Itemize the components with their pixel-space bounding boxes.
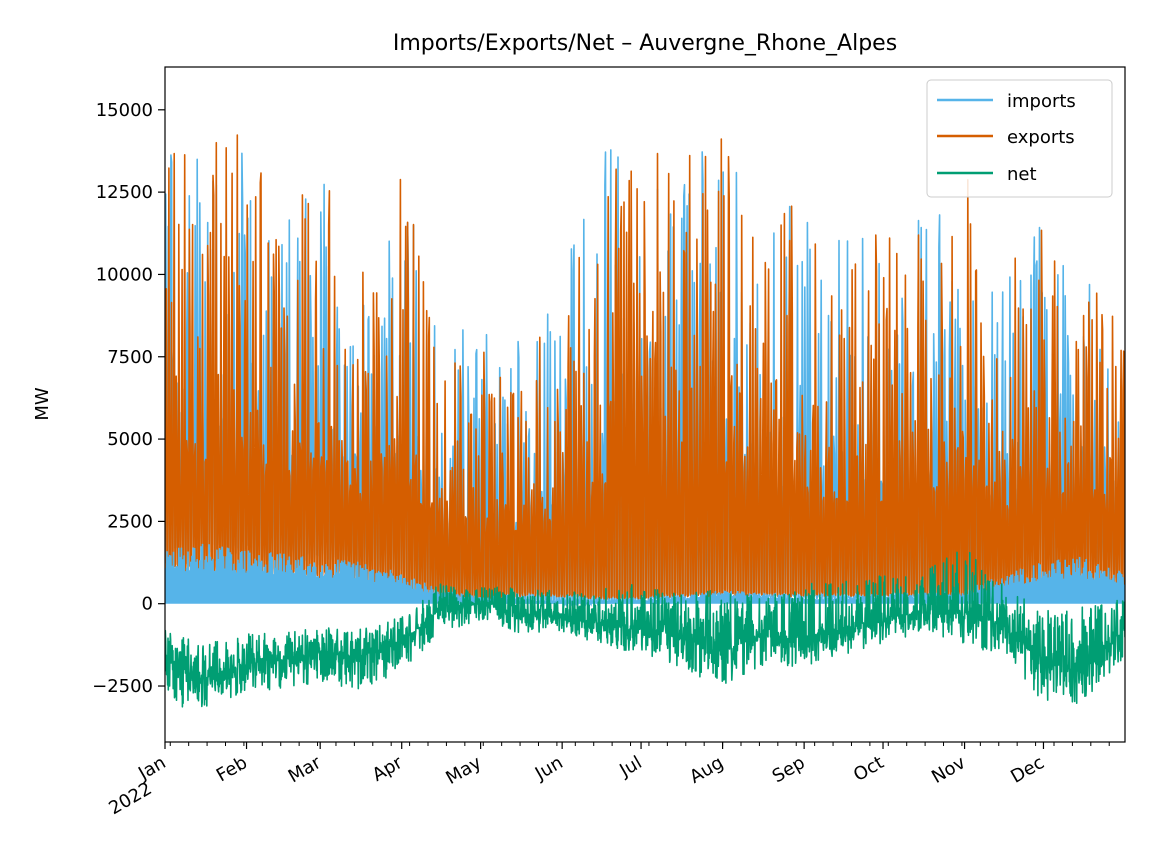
legend: imports exports net xyxy=(926,79,1113,198)
series-net-line xyxy=(165,551,1125,708)
y-tick-label: −2500 xyxy=(92,676,153,697)
chart-title: Imports/Exports/Net – Auvergne_Rhone_Alp… xyxy=(393,31,897,56)
y-tick-label: 12500 xyxy=(96,182,153,203)
legend-label-exports: exports xyxy=(1007,127,1075,148)
legend-box xyxy=(926,79,1113,198)
y-tick-label: 10000 xyxy=(96,264,153,285)
y-tick-label: 7500 xyxy=(107,347,153,368)
series-layer xyxy=(165,134,1125,708)
plot-frame xyxy=(164,66,1126,743)
y-tick-label: 2500 xyxy=(107,511,153,532)
legend-label-imports: imports xyxy=(1007,91,1076,112)
y-tick-label: 5000 xyxy=(107,429,153,450)
y-axis-label: MW xyxy=(32,387,53,421)
y-tick-label: 0 xyxy=(142,594,153,615)
y-tick-label: 15000 xyxy=(96,100,153,121)
series-exports-line xyxy=(165,134,1125,600)
legend-label-net: net xyxy=(1007,164,1037,185)
